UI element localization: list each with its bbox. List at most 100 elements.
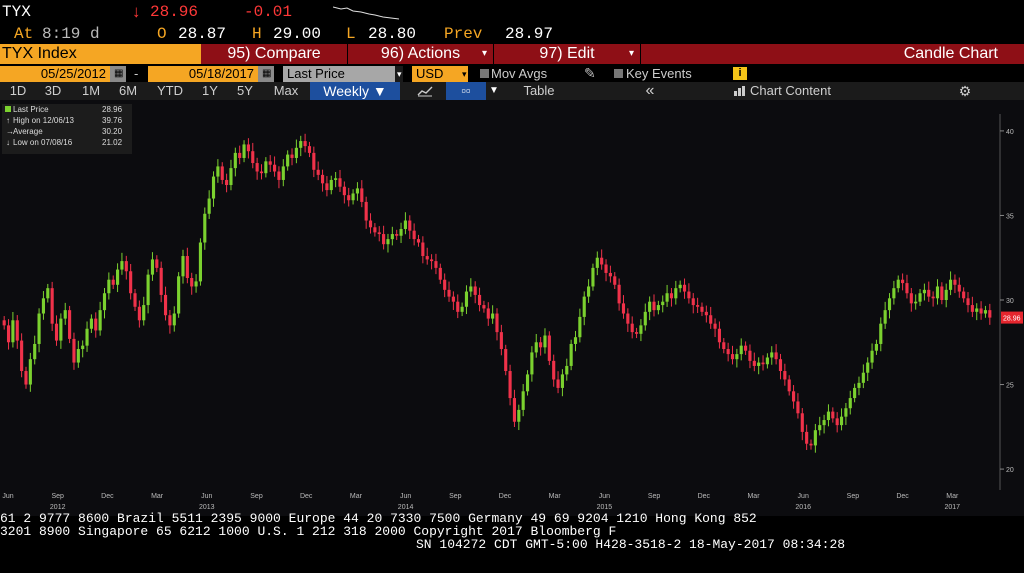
candle-body — [940, 286, 944, 300]
candle-body — [543, 335, 547, 348]
candle-body — [630, 323, 634, 333]
candle-body — [41, 298, 46, 314]
frequency-select[interactable]: Weekly ▼ — [310, 82, 400, 100]
candle-body — [569, 343, 573, 366]
candle-body — [111, 279, 115, 285]
candle-body — [116, 269, 120, 285]
candle-body — [525, 374, 530, 392]
period-3d[interactable]: 3D — [44, 83, 62, 98]
candle-body — [499, 332, 503, 350]
candle-body — [177, 276, 181, 314]
candle-body — [259, 171, 264, 174]
candle-body — [512, 398, 517, 422]
candle-body — [530, 352, 534, 375]
candle-body — [674, 288, 678, 299]
candle-body — [438, 267, 442, 280]
candle-body — [927, 289, 931, 297]
collapse-icon[interactable]: « — [645, 82, 655, 99]
candle-body — [648, 301, 652, 312]
chart-content-button[interactable]: Chart Content — [750, 83, 831, 98]
line-chart-icon[interactable] — [412, 82, 438, 100]
candle-body — [94, 318, 98, 331]
candle-body — [844, 408, 848, 417]
calendar-icon[interactable]: ▦ — [258, 66, 274, 82]
candle-body — [277, 171, 281, 180]
candle-body — [617, 284, 621, 304]
x-tick-label: Sep — [250, 493, 263, 500]
candle-body — [268, 161, 272, 165]
candle-body — [983, 310, 988, 314]
x-tick-label: Dec — [896, 493, 909, 500]
period-1d[interactable]: 1D — [9, 83, 27, 98]
candle-body — [556, 379, 560, 388]
pencil-icon[interactable]: ✎ — [584, 65, 596, 81]
x-year-label: 2013 — [199, 504, 215, 511]
x-tick-label: Jun — [400, 493, 411, 500]
candle-body — [216, 166, 220, 177]
candle-body — [37, 313, 41, 344]
period-1y[interactable]: 1Y — [202, 83, 218, 98]
candle-body — [578, 316, 582, 338]
period-ytd[interactable]: YTD — [157, 83, 183, 98]
actions-menu[interactable]: 96) Actions ▾ — [348, 44, 493, 64]
start-date-input[interactable]: 05/25/2012 — [0, 66, 110, 82]
chart-name: Candle Chart — [641, 44, 1024, 64]
period-6m[interactable]: 6M — [118, 83, 138, 98]
compare-menu[interactable]: 95) Compare — [201, 44, 347, 64]
candle-body — [399, 228, 403, 236]
period-5y[interactable]: 5Y — [237, 83, 253, 98]
candle-body — [661, 301, 665, 306]
candle-body — [948, 279, 953, 290]
table-button[interactable]: Table — [523, 83, 555, 98]
open-label: O — [157, 25, 167, 43]
candle-body — [163, 294, 168, 316]
dropdown-arrow-icon: ▾ — [628, 48, 634, 59]
candle-body — [757, 362, 761, 366]
candle-body — [63, 310, 67, 319]
candle-body — [434, 261, 438, 268]
x-tick-label: Sep — [847, 493, 860, 500]
candle-body — [373, 227, 377, 233]
dropdown-arrow-icon[interactable]: ▾ — [395, 66, 403, 82]
candle-body — [857, 382, 861, 388]
x-tick-label: Sep — [51, 493, 64, 500]
dropdown-arrow-icon[interactable]: ▼ — [489, 85, 499, 96]
candle-body — [922, 289, 926, 294]
period-max[interactable]: Max — [273, 83, 299, 98]
candle-body — [54, 323, 59, 341]
candle-body — [914, 301, 918, 304]
candle-body — [360, 188, 364, 202]
dropdown-arrow-icon[interactable]: ▾ — [460, 66, 468, 82]
candle-body — [613, 276, 617, 285]
calendar-icon[interactable]: ▦ — [110, 66, 126, 82]
x-tick-label: Mar — [747, 493, 760, 500]
field-select[interactable]: Last Price — [283, 66, 395, 82]
y-tick-label: 30 — [1006, 298, 1014, 305]
candle-body — [656, 305, 660, 311]
currency-select[interactable]: USD — [412, 66, 468, 82]
candle-body — [290, 154, 294, 158]
security-field[interactable]: TYX Index — [0, 44, 202, 64]
candle-body — [443, 279, 447, 290]
candle-body — [517, 409, 521, 422]
legend-swatch — [5, 106, 11, 112]
candle-body — [901, 279, 905, 284]
key-events-checkbox[interactable] — [614, 69, 623, 78]
end-date-input[interactable]: 05/18/2017 — [148, 66, 258, 82]
legend-value: 21.02 — [102, 138, 123, 147]
candle-body — [102, 293, 107, 311]
mov-avgs-checkbox[interactable] — [480, 69, 489, 78]
legend-value: 30.20 — [102, 127, 123, 136]
candle-body — [848, 398, 852, 409]
period-1m[interactable]: 1M — [81, 83, 101, 98]
candle-body — [456, 301, 460, 312]
chart-content-icon[interactable] — [732, 82, 748, 100]
edit-menu[interactable]: 97) Edit ▾ — [494, 44, 640, 64]
candle-chart-icon[interactable]: ▫▫ — [446, 82, 486, 100]
prev-value: 28.97 — [505, 25, 554, 43]
info-icon[interactable]: i — [733, 67, 747, 80]
gear-icon[interactable]: ⚙ — [958, 83, 972, 99]
candle-body — [600, 257, 604, 265]
contact-ticker: 61 2 9777 8600 Brazil 5511 2395 9000 Eur… — [0, 512, 1024, 551]
candle-body — [447, 289, 451, 297]
